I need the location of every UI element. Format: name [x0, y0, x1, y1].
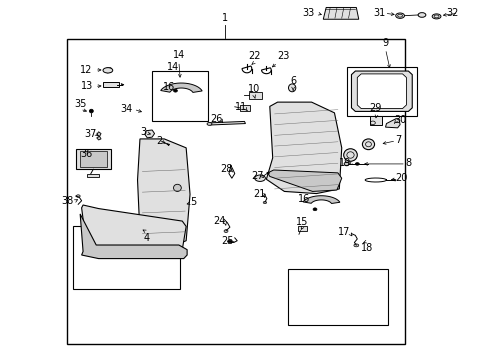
Ellipse shape	[103, 68, 113, 73]
Text: 14: 14	[166, 63, 179, 72]
Ellipse shape	[89, 109, 93, 113]
Text: 23: 23	[277, 51, 289, 62]
Bar	[369, 116, 381, 125]
Bar	[67, 39, 404, 344]
Text: 25: 25	[221, 236, 233, 246]
Text: 2: 2	[156, 136, 163, 146]
Text: 29: 29	[369, 103, 381, 113]
Text: 9: 9	[382, 38, 388, 48]
Text: 5: 5	[190, 197, 196, 207]
Ellipse shape	[173, 184, 181, 192]
Ellipse shape	[224, 230, 227, 233]
Ellipse shape	[417, 13, 425, 17]
Text: 24: 24	[213, 216, 225, 226]
Text: 35: 35	[74, 99, 86, 109]
Polygon shape	[80, 214, 187, 258]
Ellipse shape	[312, 208, 316, 211]
Bar	[239, 105, 250, 111]
Text: 6: 6	[289, 76, 296, 86]
Polygon shape	[323, 8, 358, 19]
Polygon shape	[209, 121, 245, 125]
Text: 32: 32	[445, 8, 458, 18]
Ellipse shape	[76, 195, 80, 197]
Text: 19: 19	[339, 158, 351, 168]
Bar	[87, 174, 99, 177]
Ellipse shape	[206, 122, 211, 125]
Text: 15: 15	[295, 217, 307, 227]
Text: 1: 1	[222, 13, 227, 23]
Text: 17: 17	[337, 227, 350, 237]
Polygon shape	[144, 130, 154, 138]
Polygon shape	[303, 196, 339, 203]
Polygon shape	[266, 102, 341, 194]
Ellipse shape	[263, 202, 266, 203]
Bar	[73, 226, 180, 289]
Polygon shape	[266, 172, 269, 174]
Text: 37: 37	[83, 129, 96, 139]
Bar	[287, 269, 387, 325]
Text: 13: 13	[81, 81, 93, 91]
Text: 27: 27	[251, 171, 264, 181]
Polygon shape	[81, 205, 186, 253]
Bar	[346, 67, 416, 116]
Text: 12: 12	[80, 65, 93, 75]
Ellipse shape	[254, 175, 265, 181]
Ellipse shape	[353, 244, 358, 247]
Polygon shape	[97, 136, 101, 140]
Ellipse shape	[362, 139, 374, 150]
Text: 7: 7	[394, 135, 401, 145]
Ellipse shape	[431, 14, 440, 19]
Polygon shape	[121, 84, 123, 86]
Polygon shape	[97, 132, 101, 136]
Ellipse shape	[343, 149, 357, 161]
Polygon shape	[267, 170, 341, 192]
Ellipse shape	[355, 163, 359, 165]
Text: 3: 3	[140, 127, 146, 137]
Text: 21: 21	[252, 189, 265, 199]
Text: 38: 38	[61, 196, 73, 206]
Text: 16: 16	[297, 194, 309, 203]
Ellipse shape	[173, 89, 177, 92]
Text: 10: 10	[247, 84, 260, 94]
Polygon shape	[392, 179, 395, 181]
Bar	[80, 152, 107, 167]
Polygon shape	[137, 139, 190, 245]
Text: 16: 16	[163, 82, 175, 92]
Ellipse shape	[227, 240, 231, 243]
Bar	[103, 82, 119, 87]
Text: 31: 31	[372, 8, 385, 18]
Polygon shape	[385, 118, 399, 128]
Text: 22: 22	[247, 51, 260, 62]
Ellipse shape	[344, 162, 348, 166]
Bar	[152, 71, 207, 121]
Polygon shape	[351, 71, 411, 111]
Text: 28: 28	[220, 164, 232, 174]
Bar	[297, 226, 306, 231]
Text: 8: 8	[404, 158, 410, 168]
Polygon shape	[166, 144, 169, 146]
Text: 18: 18	[360, 243, 372, 252]
Polygon shape	[357, 74, 406, 109]
Text: 20: 20	[394, 173, 407, 183]
Ellipse shape	[288, 84, 295, 92]
Text: 30: 30	[393, 115, 406, 125]
Text: 26: 26	[210, 113, 222, 123]
Text: 36: 36	[80, 149, 92, 159]
Text: 33: 33	[302, 8, 314, 18]
Ellipse shape	[395, 13, 404, 18]
Text: 14: 14	[172, 50, 184, 60]
Polygon shape	[161, 83, 202, 93]
Text: 34: 34	[120, 104, 132, 114]
Text: 4: 4	[143, 233, 149, 243]
Polygon shape	[103, 68, 112, 73]
Text: 11: 11	[234, 103, 246, 112]
Bar	[76, 149, 111, 169]
Bar	[249, 92, 261, 99]
